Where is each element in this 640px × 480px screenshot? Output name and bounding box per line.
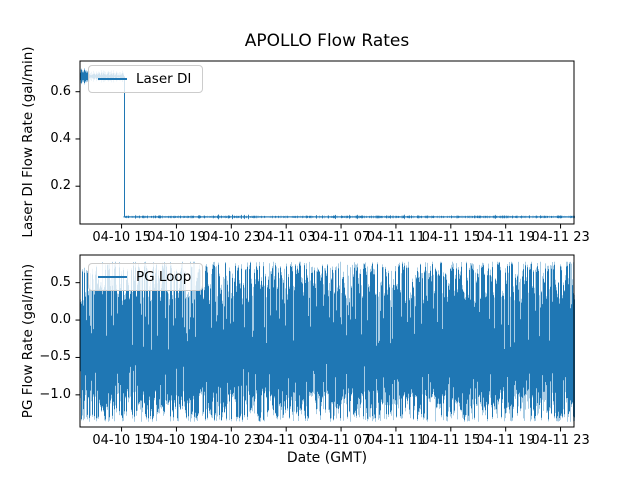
legend-line-sample bbox=[98, 78, 127, 80]
x-tick-label: 04-10 15 bbox=[92, 433, 151, 448]
x-tick-label: 04-10 19 bbox=[147, 433, 206, 448]
x-tick-label: 04-11 11 bbox=[366, 230, 426, 245]
x-tick-label: 04-11 23 bbox=[531, 230, 590, 245]
legend-pg-loop: PG Loop bbox=[88, 263, 204, 291]
x-tick-label: 04-11 23 bbox=[531, 433, 590, 448]
x-tick-label: 04-10 23 bbox=[202, 433, 261, 448]
x-tick-label: 04-11 19 bbox=[476, 433, 535, 448]
x-tick-label: 04-10 15 bbox=[92, 230, 151, 245]
bottom-axes-frame bbox=[79, 254, 575, 428]
y-tick-label: 0.6 bbox=[50, 83, 71, 99]
x-axis-label: Date (GMT) bbox=[286, 450, 368, 466]
y-tick-label: 0.0 bbox=[50, 312, 71, 328]
chart-title: APOLLO Flow Rates bbox=[244, 31, 410, 51]
legend-laser-di: Laser DI bbox=[88, 65, 204, 93]
y-tick-label: 0.2 bbox=[50, 178, 71, 194]
x-tick-label: 04-11 19 bbox=[476, 230, 535, 245]
x-tick-label: 04-11 11 bbox=[366, 433, 426, 448]
legend-line-sample bbox=[98, 276, 127, 278]
y-tick-label: −0.5 bbox=[39, 349, 71, 365]
x-tick-label: 04-11 07 bbox=[311, 230, 371, 245]
x-tick-label: 04-11 07 bbox=[311, 433, 371, 448]
x-tick-label: 04-11 15 bbox=[421, 433, 481, 448]
x-tick-label: 04-11 03 bbox=[256, 230, 316, 245]
y-tick-label: −1.0 bbox=[39, 386, 71, 402]
legend-label: PG Loop bbox=[136, 269, 192, 285]
x-tick-label: 04-11 03 bbox=[256, 433, 316, 448]
x-tick-label: 04-11 15 bbox=[421, 230, 481, 245]
x-tick-label: 04-10 19 bbox=[147, 230, 206, 245]
y-tick-label: 0.5 bbox=[50, 274, 71, 290]
legend-label: Laser DI bbox=[136, 71, 192, 87]
y-tick-label: 0.4 bbox=[50, 130, 71, 146]
top-axes-frame bbox=[79, 60, 575, 225]
x-tick-label: 04-10 23 bbox=[202, 230, 261, 245]
